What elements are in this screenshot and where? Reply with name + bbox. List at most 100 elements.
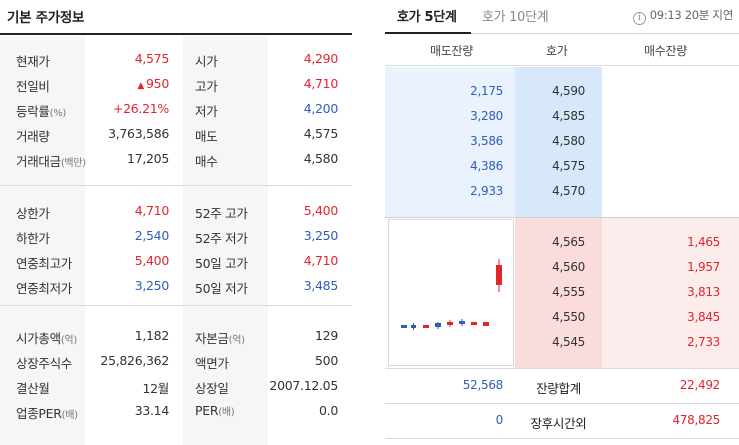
- tab-orderbook-10[interactable]: 호가 10단계: [482, 10, 549, 25]
- info-label: 연중최고가: [16, 256, 73, 271]
- ask-price[interactable]: 4,580: [552, 134, 585, 148]
- active-tab-underline: [385, 32, 471, 34]
- unit-label: (배): [61, 410, 78, 421]
- info-value: 129: [315, 328, 338, 343]
- total-remaining-row: 52,568 잔량합계 22,492: [385, 369, 739, 403]
- company-info-section: 시가총액(억) 1,182 자본금(억) 129 상장주식수 25,826,362 액면가 5…: [0, 306, 352, 445]
- info-label: 50일 고가: [195, 256, 248, 271]
- bid-row: 4,545 2,733: [385, 330, 739, 355]
- row-rule: [385, 403, 739, 404]
- info-label: 액면가: [195, 356, 229, 371]
- ask-row: 2,175 4,590: [385, 79, 739, 104]
- delay-notice: i 09:13 20분 지연: [632, 7, 734, 25]
- info-label: 고가: [195, 79, 218, 94]
- info-value: 33.14: [134, 403, 170, 418]
- info-label: 현재가: [16, 54, 50, 69]
- after-hours-row: 0 장후시간외 478,825: [385, 404, 739, 438]
- ask-qty: 3,586: [470, 134, 503, 148]
- info-row: 업종PER(배) 33.14 PER(배) 0.0: [0, 400, 352, 425]
- mini-candle-chart: [388, 219, 514, 366]
- unit-label: (억): [228, 335, 245, 346]
- limit-info-section: 상한가 4,710 52주 고가 5,400 하한가 2,540 52주 저가 3,250 연중…: [0, 186, 352, 305]
- info-value: 2,540: [134, 228, 170, 243]
- bid-price[interactable]: 4,560: [552, 260, 585, 274]
- ask-row: 3,586 4,580: [385, 129, 739, 154]
- info-value: 500: [315, 353, 338, 368]
- info-value: 4,200: [303, 101, 339, 116]
- ask-price[interactable]: 4,575: [552, 159, 585, 173]
- info-value: 3,763,586: [108, 126, 169, 141]
- info-label: 전일비: [16, 79, 50, 94]
- candle: [459, 321, 465, 324]
- info-label: PER(배): [195, 403, 235, 418]
- info-value: 4,710: [303, 76, 339, 91]
- row-rule: [385, 438, 739, 439]
- candle: [447, 322, 453, 325]
- tab-orderbook-5[interactable]: 호가 5단계: [397, 10, 457, 25]
- info-label: 52주 저가: [195, 231, 248, 246]
- info-label: 52주 고가: [195, 206, 248, 221]
- info-value: 25,826,362: [100, 353, 169, 368]
- candle: [435, 323, 441, 327]
- bid-price[interactable]: 4,555: [552, 285, 585, 299]
- candle: [483, 322, 489, 326]
- delay-text: 09:13 20분 지연: [649, 8, 734, 22]
- info-row: 결산월 12월 상장일 2007.12.05: [0, 375, 352, 400]
- bid-price[interactable]: 4,545: [552, 335, 585, 349]
- bid-price[interactable]: 4,565: [552, 235, 585, 249]
- info-row: 하한가 2,540 52주 저가 3,250: [0, 225, 352, 250]
- info-label: 결산월: [16, 381, 50, 396]
- candle: [423, 325, 429, 328]
- bid-qty: 3,845: [687, 310, 720, 324]
- info-label: 업종PER(배): [16, 406, 78, 421]
- orderbook-panel: 호가 5단계 호가 10단계 i 09:13 20분 지연 매도잔량 호가 매수잔…: [385, 0, 739, 445]
- info-label: 거래량: [16, 129, 50, 144]
- after-hours-ask-qty: 0: [495, 413, 504, 427]
- info-icon[interactable]: i: [632, 12, 646, 25]
- info-row: 현재가 4,575 시가 4,290: [0, 48, 352, 73]
- header-price: 호가: [546, 44, 568, 58]
- info-value: 4,575: [303, 126, 339, 141]
- candle-chart-svg: [401, 259, 502, 330]
- bid-price[interactable]: 4,550: [552, 310, 585, 324]
- info-label: 자본금(억): [195, 331, 245, 346]
- info-value: 3,485: [303, 278, 339, 293]
- after-hours-bid-qty: 478,825: [672, 413, 720, 427]
- unit-label: (억): [60, 335, 77, 346]
- candle: [401, 325, 407, 328]
- info-label: 시가총액(억): [16, 331, 77, 346]
- orderbook-header: 매도잔량 호가 매수잔량: [385, 34, 739, 66]
- bid-row: 4,560 1,957: [385, 255, 739, 280]
- info-value: 5,400: [134, 253, 170, 268]
- info-value: 2007.12.05: [269, 378, 338, 393]
- info-value: 4,710: [303, 253, 339, 268]
- info-row: 연중최고가 5,400 50일 고가 4,710: [0, 250, 352, 275]
- ask-qty: 4,386: [470, 159, 503, 173]
- bid-row: 4,555 3,813: [385, 280, 739, 305]
- info-label: 거래대금(백만): [16, 154, 86, 169]
- bid-row: 4,565 1,465: [385, 230, 739, 255]
- orderbook-divider: [385, 217, 739, 218]
- ask-row: 4,386 4,575: [385, 154, 739, 179]
- info-value: 5,400: [303, 203, 339, 218]
- up-triangle-icon: ▲: [137, 81, 145, 91]
- info-value: 4,290: [303, 51, 339, 66]
- total-ask-qty: 52,568: [462, 378, 504, 392]
- info-value: 4,580: [303, 151, 339, 166]
- info-value: 17,205: [127, 151, 169, 166]
- info-row: 상장주식수 25,826,362 액면가 500: [0, 350, 352, 375]
- info-value: +26.21%: [112, 101, 169, 116]
- price-info-section: 현재가 4,575 시가 4,290 전일비 ▲ 950 고가 4,710 등락률(%) +26.2…: [0, 36, 352, 185]
- info-row: 거래량 3,763,586 매도 4,575: [0, 123, 352, 148]
- info-label: 상장주식수: [16, 356, 73, 371]
- ask-price[interactable]: 4,585: [552, 109, 585, 123]
- ask-price[interactable]: 4,590: [552, 84, 585, 98]
- candle: [496, 265, 502, 285]
- info-label: 연중최저가: [16, 281, 73, 296]
- candle: [471, 322, 477, 325]
- ask-row: 3,280 4,585: [385, 104, 739, 129]
- info-label: 하한가: [16, 231, 50, 246]
- orderbook-bottom-rule: [385, 368, 739, 369]
- info-label: 저가: [195, 104, 218, 119]
- ask-price[interactable]: 4,570: [552, 184, 585, 198]
